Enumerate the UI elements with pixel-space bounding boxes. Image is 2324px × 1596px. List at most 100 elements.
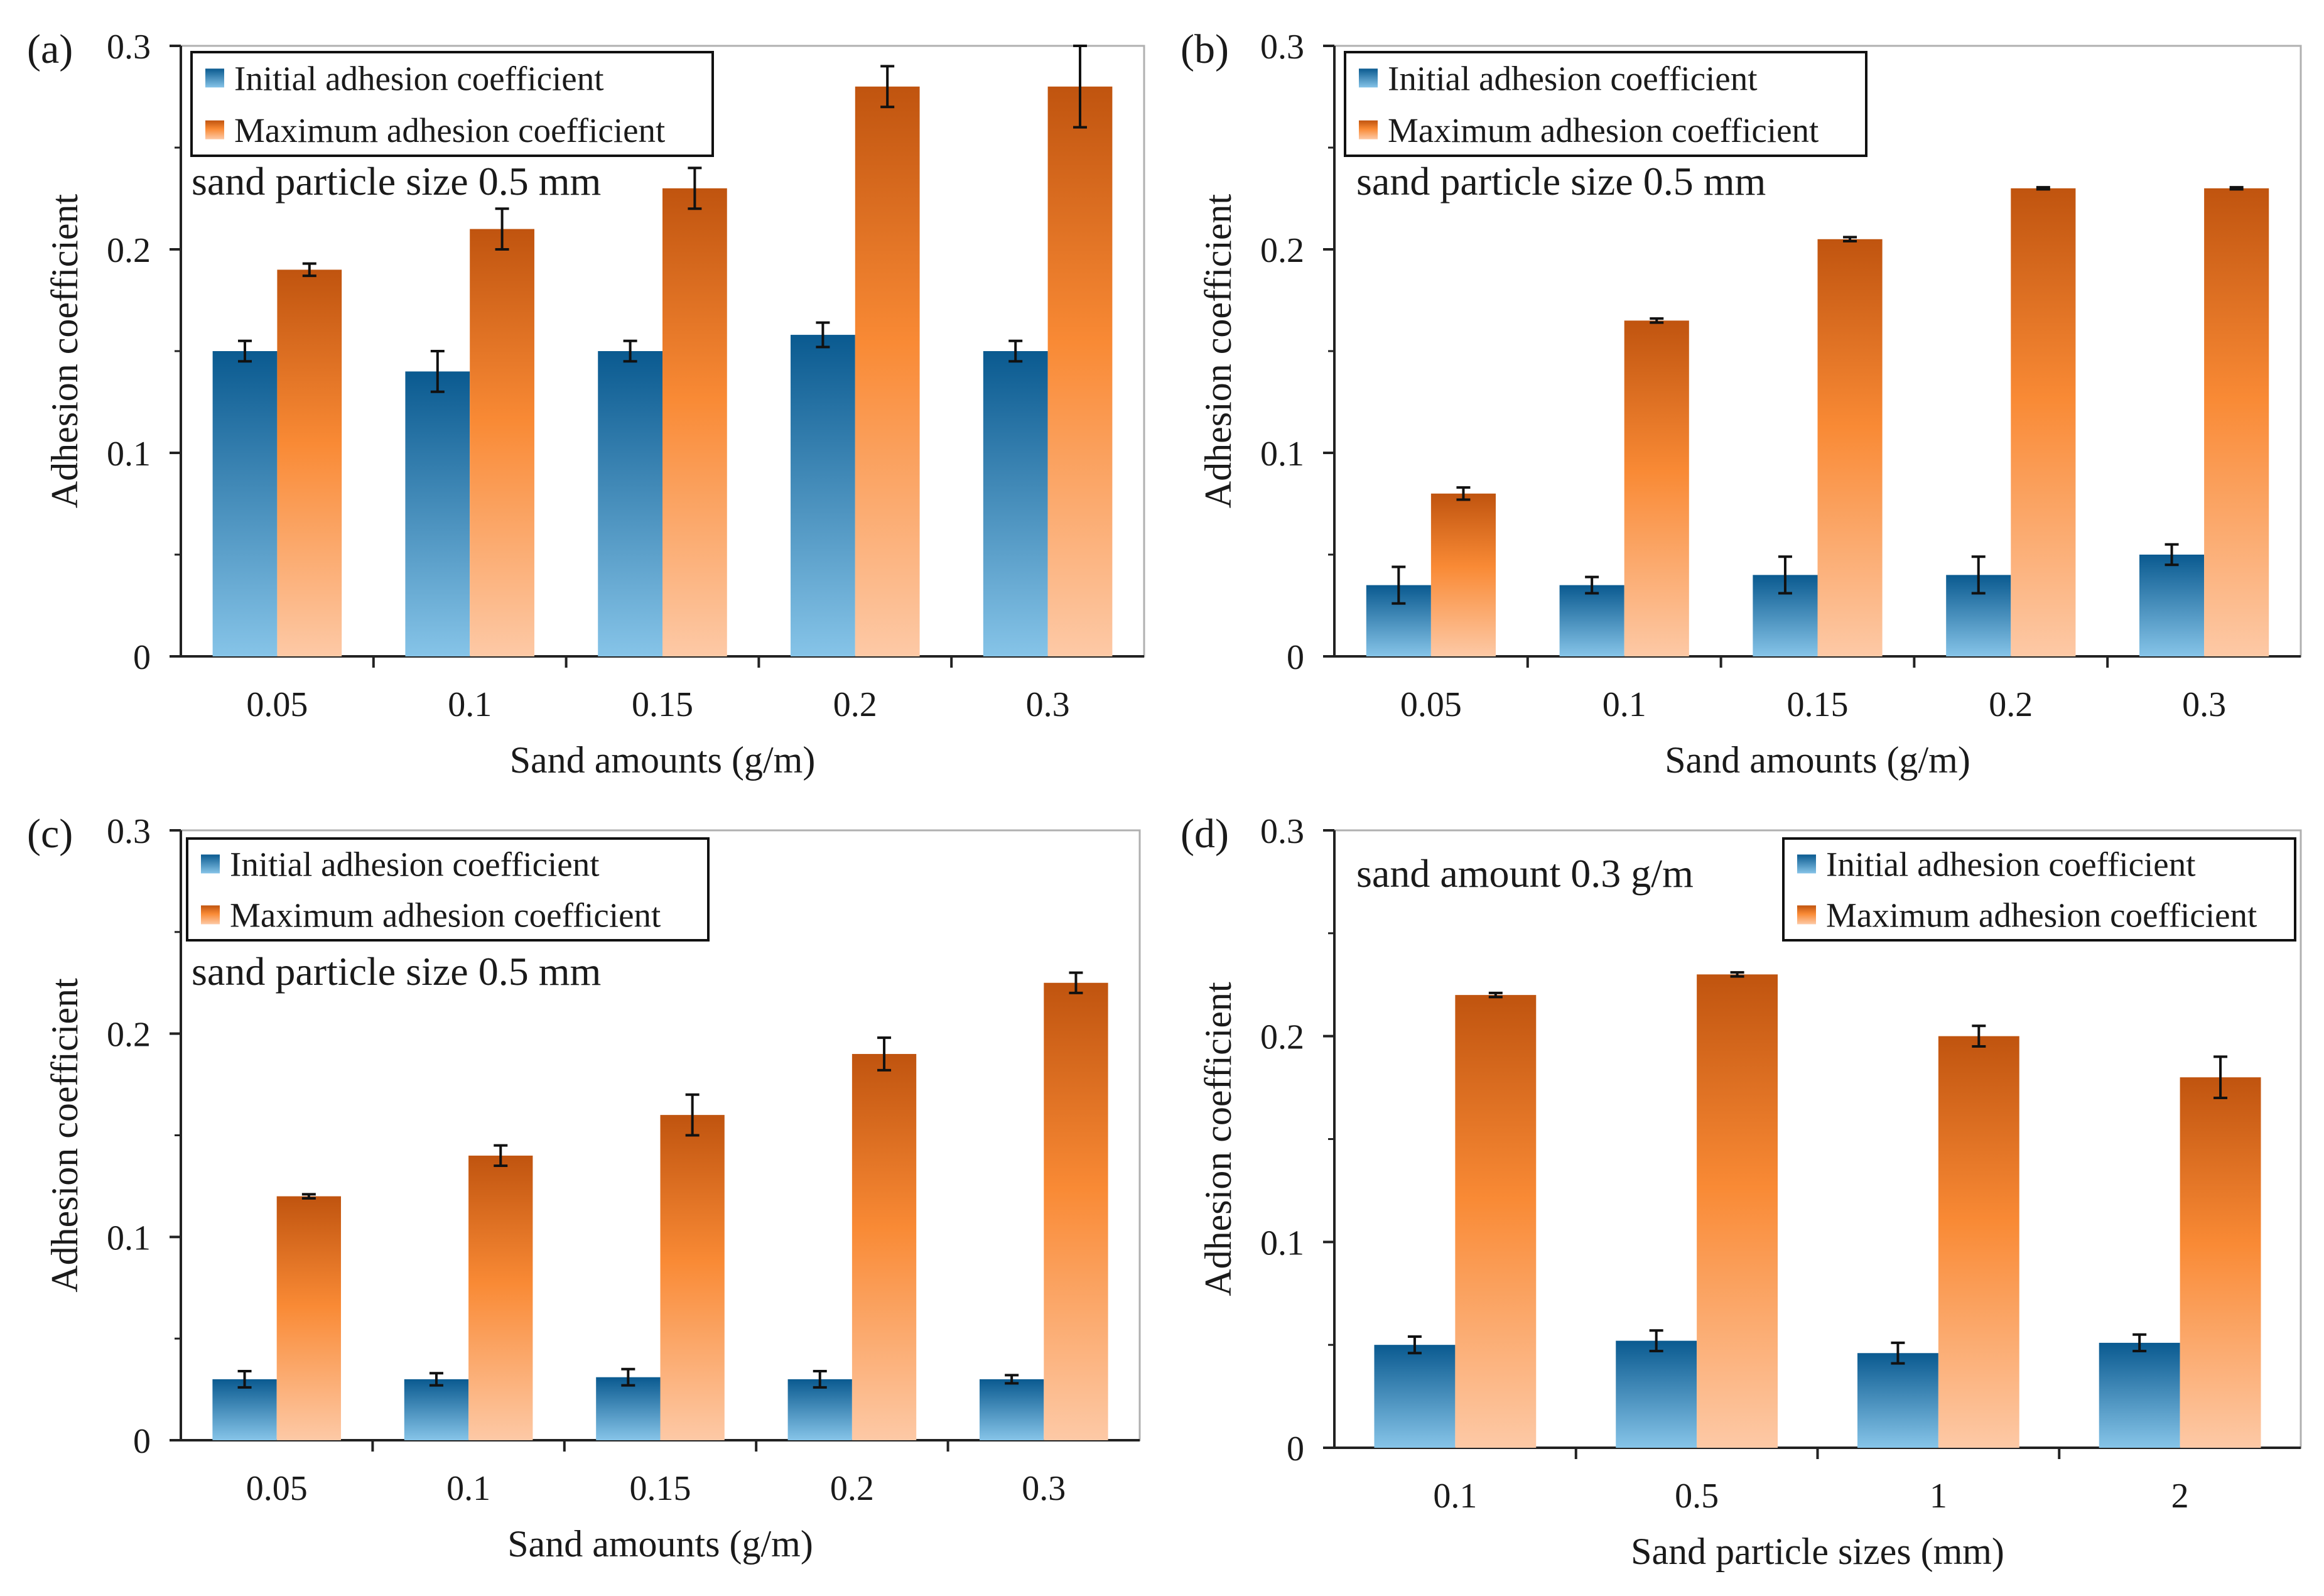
initial-bar	[405, 371, 470, 656]
y-tick-label: 0.3	[107, 812, 151, 851]
x-tick-label: 0.15	[1787, 685, 1849, 724]
maximum-bar	[277, 269, 342, 656]
initial-bar	[2099, 1342, 2180, 1448]
panel-label: (a)	[27, 26, 73, 72]
legend-label-maximum: Maximum adhesion coefficient	[1388, 111, 1819, 149]
y-tick-label: 0	[1287, 638, 1304, 677]
maximum-bar	[1044, 982, 1108, 1440]
x-tick-label: 0.2	[830, 1469, 874, 1508]
x-tick-label: 0.2	[833, 685, 877, 724]
legend: Initial adhesion coefficient Maximum adhe…	[190, 51, 714, 157]
maximum-bar	[1697, 974, 1778, 1448]
maximum-bar	[1817, 239, 1883, 656]
y-tick-label: 0.2	[107, 1016, 151, 1055]
x-axis-title: Sand amounts (g/m)	[510, 739, 816, 781]
x-tick-label: 0.3	[1022, 1469, 1066, 1508]
y-tick-label: 0.1	[107, 1219, 151, 1257]
maximum-bar	[1430, 493, 1496, 656]
legend-swatch-initial	[205, 68, 224, 88]
legend-swatch-maximum	[1359, 120, 1378, 139]
legend-label-initial: Initial adhesion coefficient	[230, 845, 599, 884]
legend-label-initial: Initial adhesion coefficient	[1826, 845, 2195, 884]
legend-swatch-initial	[201, 854, 220, 874]
legend-swatch-maximum	[205, 120, 224, 139]
legend-box	[190, 51, 714, 157]
chart-panel-d: 0 0.1 0.2 0.3 0.1 0.5 1 2 Sand particle sizes (m…	[1181, 811, 2302, 1572]
legend: Initial adhesion coefficient Maximum adhe…	[1782, 837, 2296, 942]
annotation-text: sand particle size 0.5 mm	[1356, 159, 1766, 204]
chart-panel-b: 0 0.1 0.2 0.3 0.05 0.1 0.15 0.2 0.3 Sand amounts …	[1181, 26, 2302, 781]
legend-label-maximum: Maximum adhesion coefficient	[1826, 896, 2257, 935]
maximum-bar	[1938, 1036, 2019, 1448]
annotation-text: sand particle size 0.5 mm	[192, 159, 601, 204]
x-tick-label: 0.5	[1675, 1477, 1719, 1516]
legend-box	[1344, 51, 1867, 157]
chart-panel-c: 0 0.1 0.2 0.3 0.05 0.1 0.15 0.2 0.3 Sand amounts …	[27, 811, 1141, 1565]
initial-bar	[404, 1379, 469, 1440]
legend-label-initial: Initial adhesion coefficient	[234, 59, 603, 97]
panel-label: (b)	[1181, 26, 1229, 72]
legend-label-maximum: Maximum adhesion coefficient	[230, 896, 661, 935]
maximum-bar	[660, 1115, 725, 1440]
legend-swatch-initial	[1359, 68, 1378, 88]
maximum-bar	[2011, 188, 2076, 656]
x-tick-label: 0.15	[632, 685, 693, 724]
panel-label: (c)	[27, 811, 73, 857]
y-tick-label: 0.2	[1260, 1018, 1304, 1057]
initial-bar	[598, 351, 662, 656]
initial-bar	[212, 351, 278, 656]
maximum-bar	[1047, 86, 1113, 657]
legend-label-maximum: Maximum adhesion coefficient	[234, 111, 665, 149]
initial-bar	[791, 335, 855, 656]
maximum-bar	[662, 188, 727, 656]
legend-swatch-initial	[1797, 854, 1816, 874]
legend-swatch-maximum	[201, 905, 220, 925]
y-tick-label: 0.1	[1260, 1224, 1304, 1262]
x-tick-label: 1	[1930, 1477, 1947, 1516]
initial-bar	[212, 1379, 277, 1440]
initial-bar	[983, 351, 1048, 656]
maximum-bar	[1455, 995, 1537, 1448]
x-tick-label: 0.1	[448, 685, 492, 724]
y-tick-label: 0.3	[1260, 812, 1304, 851]
y-tick-label: 0	[133, 1422, 151, 1461]
maximum-bar	[851, 1054, 917, 1440]
x-tick-label: 0.1	[1433, 1477, 1477, 1516]
x-tick-label: 2	[2171, 1477, 2189, 1516]
annotation-text: sand amount 0.3 g/m	[1356, 851, 1694, 896]
y-tick-label: 0.3	[107, 28, 151, 67]
x-tick-label: 0.3	[2182, 685, 2226, 724]
maximum-bar	[2180, 1077, 2261, 1448]
initial-bar	[1559, 585, 1624, 656]
maximum-bar	[468, 1155, 533, 1440]
chart-panel-a: 0 0.1 0.2 0.3 0.05 0.1 0.15 0.2 0.3 Sand amounts …	[27, 26, 1145, 781]
initial-bar	[1616, 1340, 1697, 1448]
x-tick-label: 0.2	[1989, 685, 2033, 724]
x-axis-title: Sand particle sizes (mm)	[1631, 1531, 2004, 1572]
legend-swatch-maximum	[1797, 905, 1816, 925]
legend-box	[186, 837, 710, 942]
y-axis-title: Adhesion coefficient	[44, 978, 85, 1293]
maximum-bar	[855, 86, 920, 657]
legend: Initial adhesion coefficient Maximum adhe…	[186, 837, 710, 942]
initial-bar	[979, 1379, 1044, 1440]
legend-label-initial: Initial adhesion coefficient	[1388, 59, 1757, 97]
maximum-bar	[2204, 188, 2269, 656]
x-tick-label: 0.05	[246, 685, 308, 724]
x-tick-label: 0.05	[246, 1469, 308, 1508]
y-tick-label: 0	[1287, 1430, 1304, 1468]
y-axis-title: Adhesion coefficient	[1197, 982, 1239, 1296]
initial-bar	[1374, 1345, 1456, 1448]
x-tick-label: 0.3	[1026, 685, 1070, 724]
initial-bar	[2139, 555, 2205, 656]
panel-label: (d)	[1181, 811, 1229, 857]
x-axis-title: Sand amounts (g/m)	[507, 1523, 813, 1565]
legend-box	[1782, 837, 2296, 942]
y-axis-title: Adhesion coefficient	[44, 193, 85, 508]
maximum-bar	[1624, 320, 1689, 656]
x-axis-title: Sand amounts (g/m)	[1665, 739, 1970, 781]
x-tick-label: 0.05	[1400, 685, 1462, 724]
maximum-bar	[470, 229, 534, 657]
